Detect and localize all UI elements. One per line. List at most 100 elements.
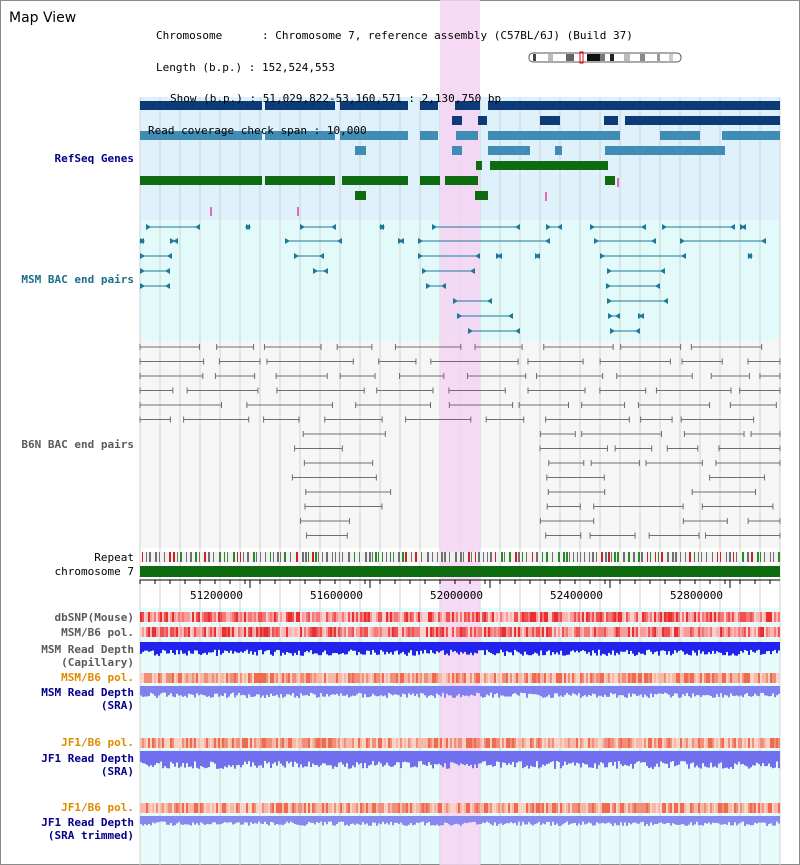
jf1-pol-trim-bin[interactable] xyxy=(254,803,256,813)
jf1-trim-bin[interactable] xyxy=(448,816,450,825)
jf1-depth-bin[interactable] xyxy=(256,751,258,768)
dbsnp-bin[interactable] xyxy=(328,612,330,622)
dbsnp-bin[interactable] xyxy=(234,612,236,622)
dbsnp-bin[interactable] xyxy=(184,612,186,622)
msm-pol-bin[interactable] xyxy=(288,627,290,637)
msm-pol-sra-bin[interactable] xyxy=(276,673,278,683)
jf1-pol-trim-bin[interactable] xyxy=(504,803,506,813)
msm-depth-sra-bin[interactable] xyxy=(744,686,746,695)
jf1-trim-bin[interactable] xyxy=(402,816,404,825)
jf1-pol-trim-bin[interactable] xyxy=(472,803,474,813)
msm-pol-sra-bin[interactable] xyxy=(438,673,440,683)
msm-pol-sra-bin[interactable] xyxy=(482,673,484,683)
msm-depth-sra-bin[interactable] xyxy=(392,686,394,696)
msm-pol-sra-bin[interactable] xyxy=(542,673,544,683)
jf1-depth-bin[interactable] xyxy=(654,751,656,767)
msm-pol-sra-bin[interactable] xyxy=(540,673,542,683)
jf1-trim-bin[interactable] xyxy=(668,816,670,824)
msm-depth-cap-bin[interactable] xyxy=(156,642,158,655)
jf1-pol-bin[interactable] xyxy=(260,738,262,748)
dbsnp-bin[interactable] xyxy=(474,612,476,622)
msm-pol-sra-bin[interactable] xyxy=(342,673,344,683)
msm-pol-sra-bin[interactable] xyxy=(428,673,430,683)
jf1-depth-bin[interactable] xyxy=(414,751,416,767)
jf1-pol-trim-bin[interactable] xyxy=(692,803,694,813)
jf1-pol-bin[interactable] xyxy=(148,738,150,748)
jf1-pol-bin[interactable] xyxy=(590,738,592,748)
jf1-pol-trim-bin[interactable] xyxy=(312,803,314,813)
msm-depth-cap-bin[interactable] xyxy=(352,642,354,651)
jf1-pol-bin[interactable] xyxy=(354,738,356,748)
msm-depth-cap-bin[interactable] xyxy=(376,642,378,655)
jf1-depth-bin[interactable] xyxy=(704,751,706,767)
jf1-pol-bin[interactable] xyxy=(682,738,684,748)
jf1-trim-bin[interactable] xyxy=(382,816,384,822)
msm-bac-end[interactable] xyxy=(545,238,550,244)
msm-pol-sra-bin[interactable] xyxy=(452,673,454,683)
msm-pol-bin[interactable] xyxy=(574,627,576,637)
jf1-depth-bin[interactable] xyxy=(390,751,392,767)
msm-pol-bin[interactable] xyxy=(154,627,156,637)
jf1-depth-bin[interactable] xyxy=(198,751,200,769)
msm-depth-cap-bin[interactable] xyxy=(556,642,558,653)
jf1-depth-bin[interactable] xyxy=(600,751,602,763)
jf1-depth-bin[interactable] xyxy=(380,751,382,764)
msm-pol-bin[interactable] xyxy=(696,627,698,637)
msm-pol-bin[interactable] xyxy=(176,627,178,637)
msm-depth-cap-bin[interactable] xyxy=(732,642,734,654)
jf1-depth-bin[interactable] xyxy=(376,751,378,765)
msm-depth-sra-bin[interactable] xyxy=(202,686,204,695)
msm-depth-cap-bin[interactable] xyxy=(750,642,752,650)
dbsnp-bin[interactable] xyxy=(440,612,442,622)
jf1-pol-trim-bin[interactable] xyxy=(546,803,548,813)
dbsnp-bin[interactable] xyxy=(722,612,724,622)
msm-depth-sra-bin[interactable] xyxy=(320,686,322,694)
repeat-element[interactable] xyxy=(592,552,594,562)
jf1-pol-bin[interactable] xyxy=(280,738,282,748)
dbsnp-bin[interactable] xyxy=(308,612,310,622)
msm-pol-sra-bin[interactable] xyxy=(766,673,768,683)
dbsnp-bin[interactable] xyxy=(172,612,174,622)
msm-pol-sra-bin[interactable] xyxy=(748,673,750,683)
msm-pol-sra-bin[interactable] xyxy=(528,673,530,683)
msm-pol-bin[interactable] xyxy=(180,627,182,637)
msm-depth-cap-bin[interactable] xyxy=(622,642,624,652)
msm-pol-sra-bin[interactable] xyxy=(338,673,340,683)
jf1-pol-trim-bin[interactable] xyxy=(270,803,272,813)
dbsnp-bin[interactable] xyxy=(324,612,326,622)
msm-depth-cap-bin[interactable] xyxy=(224,642,226,651)
msm-pol-bin[interactable] xyxy=(676,627,678,637)
msm-depth-cap-bin[interactable] xyxy=(586,642,588,654)
msm-depth-sra-bin[interactable] xyxy=(674,686,676,694)
dbsnp-bin[interactable] xyxy=(732,612,734,622)
msm-pol-bin[interactable] xyxy=(542,627,544,637)
msm-depth-cap-bin[interactable] xyxy=(148,642,150,652)
jf1-trim-bin[interactable] xyxy=(684,816,686,826)
jf1-pol-bin[interactable] xyxy=(524,738,526,748)
jf1-pol-bin[interactable] xyxy=(774,738,776,748)
msm-pol-sra-bin[interactable] xyxy=(664,673,666,683)
jf1-pol-bin[interactable] xyxy=(528,738,530,748)
jf1-pol-bin[interactable] xyxy=(386,738,388,748)
msm-depth-sra-bin[interactable] xyxy=(644,686,646,695)
msm-pol-bin[interactable] xyxy=(506,627,508,637)
repeat-element[interactable] xyxy=(302,552,304,562)
jf1-depth-bin[interactable] xyxy=(184,751,186,768)
msm-depth-cap-bin[interactable] xyxy=(468,642,470,655)
msm-depth-sra-bin[interactable] xyxy=(262,686,264,696)
jf1-pol-bin[interactable] xyxy=(298,738,300,748)
jf1-trim-bin[interactable] xyxy=(350,816,352,824)
msm-depth-sra-bin[interactable] xyxy=(504,686,506,697)
jf1-pol-bin[interactable] xyxy=(240,738,242,748)
jf1-depth-bin[interactable] xyxy=(718,751,720,764)
msm-depth-cap-bin[interactable] xyxy=(502,642,504,653)
dbsnp-bin[interactable] xyxy=(486,612,488,622)
jf1-trim-bin[interactable] xyxy=(750,816,752,826)
jf1-pol-bin[interactable] xyxy=(492,738,494,748)
msm-bac-end[interactable] xyxy=(608,313,613,319)
jf1-depth-bin[interactable] xyxy=(412,751,414,767)
msm-pol-sra-bin[interactable] xyxy=(478,673,480,683)
dbsnp-bin[interactable] xyxy=(724,612,726,622)
jf1-pol-trim-bin[interactable] xyxy=(612,803,614,813)
dbsnp-bin[interactable] xyxy=(472,612,474,622)
